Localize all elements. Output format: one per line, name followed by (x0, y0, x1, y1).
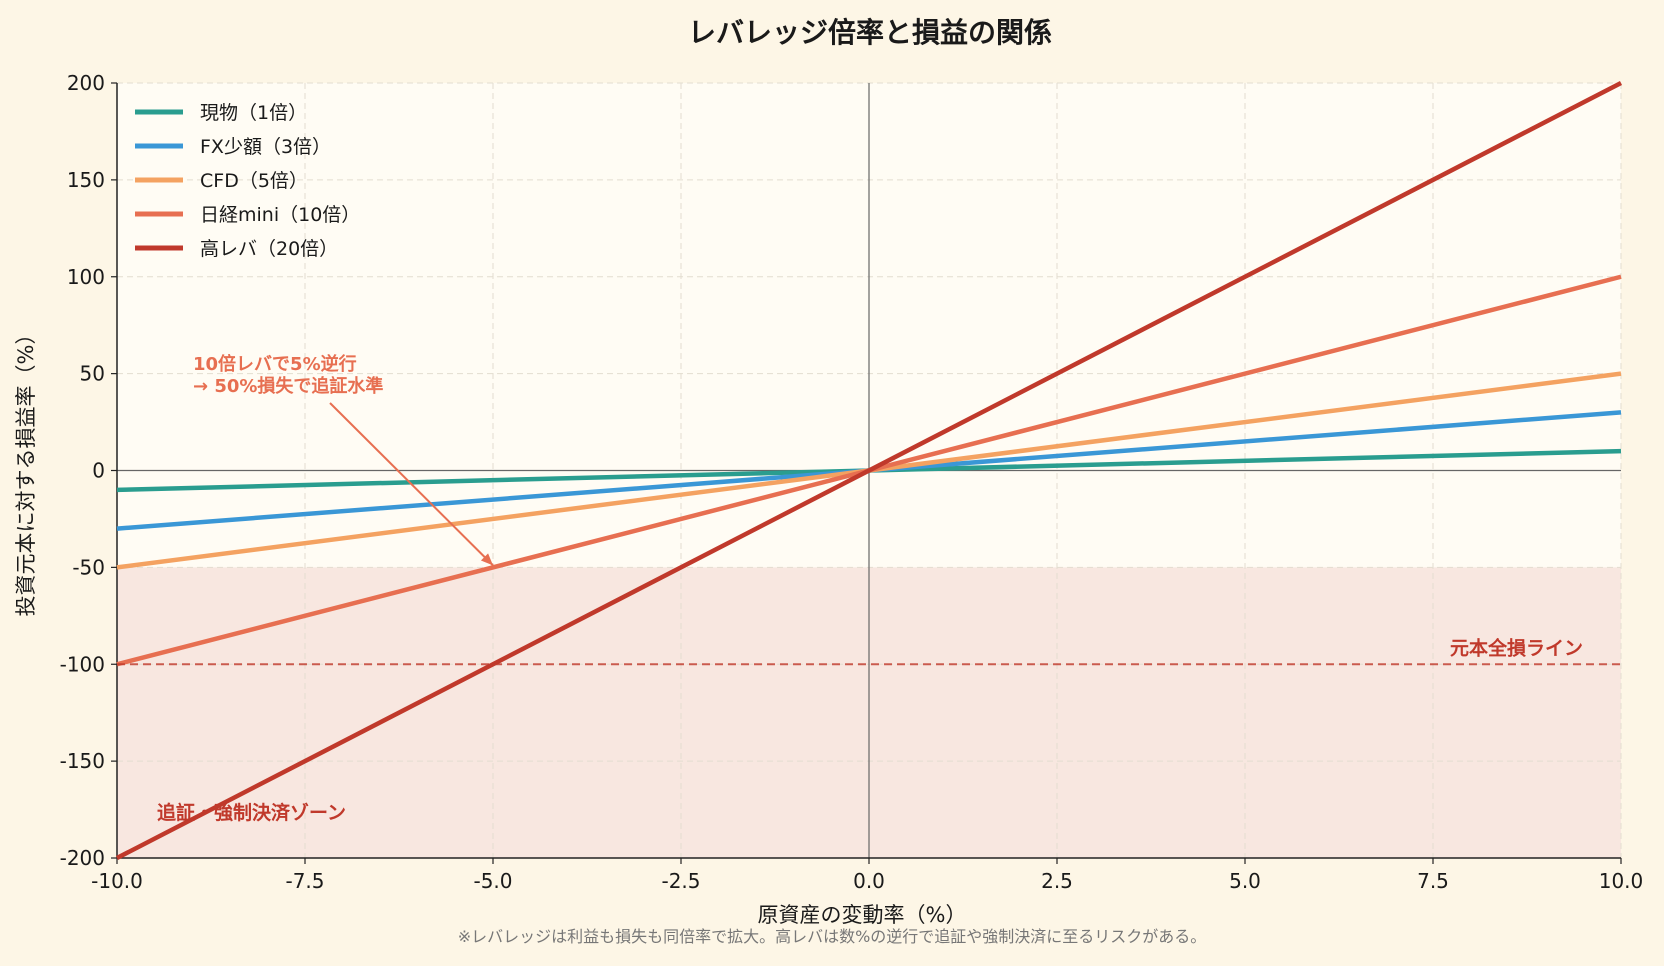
x-tick-label: 7.5 (1417, 869, 1449, 893)
x-axis-label: 原資産の変動率（%） (758, 903, 967, 927)
x-tick-label: 0.0 (853, 869, 885, 893)
x-tick-label: -2.5 (661, 869, 700, 893)
x-tick-label: -5.0 (473, 869, 512, 893)
y-tick-label: -100 (60, 652, 105, 676)
legend-label: FX少額（3倍） (200, 136, 331, 158)
y-tick-label: 50 (80, 362, 105, 386)
y-tick-label: -200 (60, 846, 105, 870)
x-tick-label: -10.0 (91, 869, 143, 893)
y-tick-label: -150 (60, 749, 105, 773)
annotation-arrowhead (480, 553, 493, 566)
legend: 現物（1倍） FX少額（3倍） CFD（5倍） 日経mini（10倍） 高レバ（20倍） (135, 102, 360, 260)
annotation-arrow (329, 402, 494, 567)
y-tick-label: -50 (72, 555, 105, 579)
total-loss-label: 元本全損ライン (1450, 636, 1583, 659)
series-line (115, 80, 1623, 861)
x-tick-label: 2.5 (1041, 869, 1073, 893)
legend-label: 日経mini（10倍） (200, 204, 360, 226)
x-tick-label: -7.5 (285, 869, 324, 893)
y-axis-label: 投資元本に対する損益率（%） (14, 324, 38, 617)
y-tick-label: 150 (67, 168, 105, 192)
x-tick-label: 5.0 (1229, 869, 1261, 893)
y-tick-label: 200 (67, 71, 105, 95)
y-tick-label: 100 (67, 265, 105, 289)
annotation-text: 10倍レバで5%逆行 (193, 353, 357, 375)
chart-title: レバレッジ倍率と損益の関係 (688, 16, 1052, 49)
annotation-text: → 50%損失で追証水準 (193, 375, 383, 397)
margin-call-zone-label: 追証・強制決済ゾーン (157, 801, 346, 824)
legend-label: 高レバ（20倍） (200, 238, 338, 260)
x-tick-label: 10.0 (1599, 869, 1644, 893)
footnote: ※レバレッジは利益も損失も同倍率で拡大。高レバは数%の逆行で追証や強制決済に至る… (458, 927, 1207, 946)
y-tick-label: 0 (92, 459, 105, 483)
legend-label: CFD（5倍） (200, 170, 308, 192)
legend-label: 現物（1倍） (200, 102, 307, 124)
